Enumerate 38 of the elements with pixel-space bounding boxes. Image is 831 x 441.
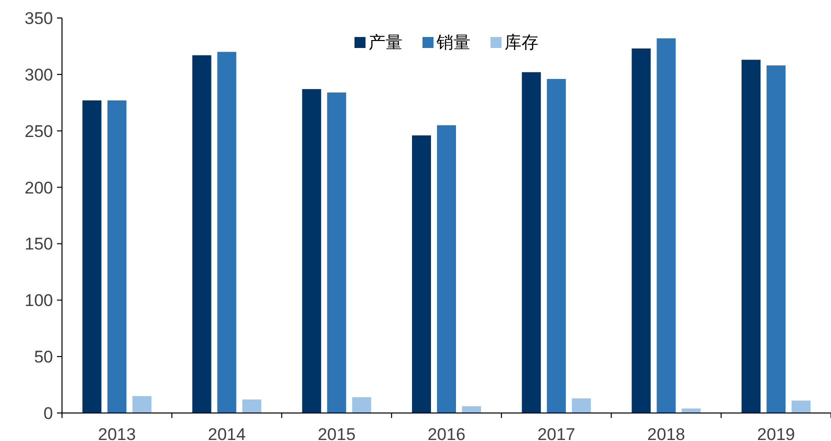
bar: [352, 397, 372, 413]
bar: [217, 52, 236, 413]
x-tick-label: 2015: [318, 425, 356, 441]
legend-label: 产量: [368, 33, 402, 53]
bar: [522, 72, 541, 413]
bar: [766, 65, 786, 413]
y-tick-label: 50: [34, 348, 53, 367]
bar: [546, 78, 566, 413]
x-tick-label: 2016: [428, 425, 466, 441]
bar: [82, 100, 102, 413]
bar: [327, 92, 346, 413]
y-tick-label: 300: [24, 65, 53, 84]
bar: [462, 406, 481, 413]
legend-label: 销量: [436, 33, 470, 53]
x-tick-label: 2017: [537, 425, 576, 441]
bar: [132, 396, 152, 413]
bar: [742, 60, 761, 413]
bar: [302, 89, 322, 413]
bar: [437, 125, 456, 413]
bar: [192, 55, 212, 413]
y-tick-label: 250: [24, 122, 53, 141]
bar: [656, 38, 676, 413]
x-tick-label: 2014: [208, 425, 246, 441]
y-tick-label: 100: [24, 291, 53, 310]
x-tick-label: 2018: [647, 425, 686, 441]
x-tick-label: 2019: [757, 425, 795, 441]
bar: [792, 400, 811, 413]
y-tick-label: 200: [24, 178, 53, 198]
y-tick-label: 350: [24, 9, 53, 28]
legend-label: 库存: [504, 33, 538, 53]
bar: [632, 48, 651, 413]
y-tick-label: 0: [44, 404, 53, 423]
x-tick-label: 2013: [98, 425, 136, 441]
bar: [572, 398, 591, 413]
y-tick-label: 150: [24, 234, 53, 254]
bar: [107, 100, 126, 413]
bar: [242, 399, 262, 413]
bar: [412, 135, 431, 413]
